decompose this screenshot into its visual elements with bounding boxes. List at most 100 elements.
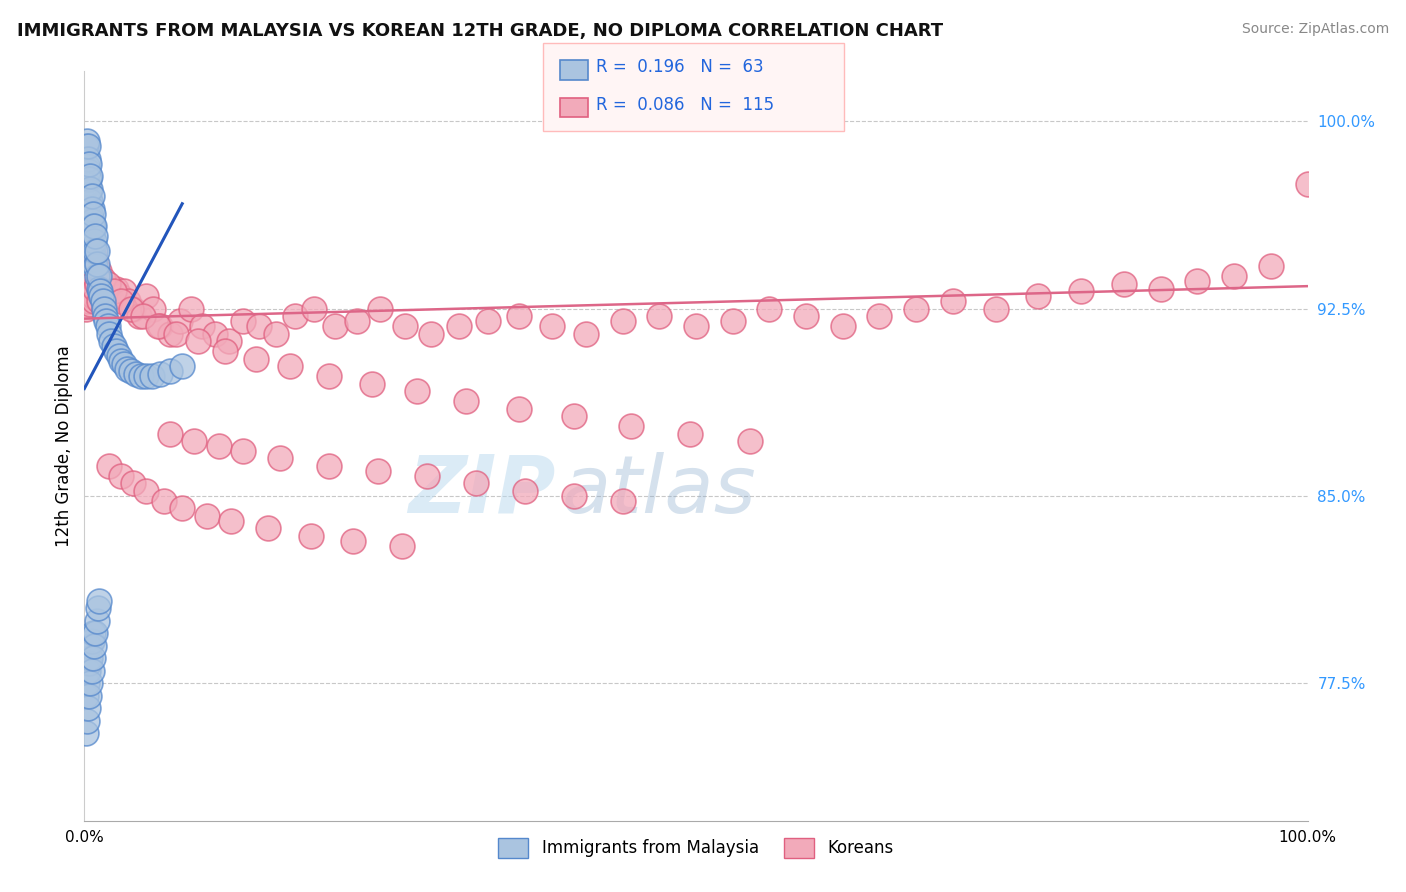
Point [159,364,181,378]
Point [391,539,413,553]
Point [117,294,139,309]
Point [110,294,132,309]
Point [406,384,429,398]
Point [75,301,97,316]
Point [172,501,194,516]
Point [108,289,131,303]
Point [869,309,891,323]
Point [84,252,107,266]
Point [191,319,214,334]
Point [83,639,105,653]
Point [103,339,125,353]
Point [360,376,382,391]
Point [86,277,108,291]
Point [75,177,97,191]
Point [86,244,108,259]
Point [87,282,110,296]
Point [648,309,671,323]
Point [77,701,100,715]
Point [86,269,108,284]
Text: Source: ZipAtlas.com: Source: ZipAtlas.com [1241,22,1389,37]
Point [165,326,187,341]
Point [90,289,112,303]
Point [96,289,118,303]
Point [278,359,301,373]
Point [685,319,707,334]
Point [94,309,117,323]
Point [79,227,101,241]
Point [83,219,105,234]
Point [342,533,364,548]
Point [82,207,104,221]
Point [367,464,389,478]
Point [77,657,100,671]
Point [204,326,226,341]
Point [110,469,132,483]
Point [97,326,120,341]
Point [97,277,120,291]
Point [122,301,145,316]
Point [91,271,114,285]
Point [394,319,416,334]
Point [612,494,634,508]
Point [86,614,108,628]
Point [79,676,101,690]
Point [269,451,291,466]
Point [80,202,103,216]
Point [82,239,104,253]
Point [87,264,110,278]
Point [77,284,100,298]
Point [76,289,98,303]
Point [83,252,105,266]
Point [149,367,172,381]
Point [232,444,254,458]
Point [1260,259,1282,273]
Point [112,357,135,371]
Point [80,227,103,241]
Point [79,207,101,221]
Point [208,439,231,453]
Point [107,349,129,363]
Point [97,458,120,473]
Point [129,369,152,384]
Point [132,309,155,323]
Point [77,189,100,203]
Text: atlas: atlas [561,452,756,530]
Point [93,301,115,316]
Point [721,314,744,328]
Point [77,689,100,703]
Point [82,219,104,234]
Point [508,401,530,416]
Point [105,344,128,359]
Point [75,726,97,740]
Point [905,301,928,316]
Point [89,284,111,298]
Point [214,344,236,359]
Point [232,314,254,328]
Point [77,139,100,153]
Point [82,244,104,259]
Point [77,639,100,653]
Point [105,282,128,296]
Point [77,177,100,191]
Point [115,361,138,376]
Point [86,257,108,271]
Point [77,664,100,678]
Point [79,651,101,665]
Point [464,476,486,491]
Point [562,489,585,503]
Point [77,294,100,309]
Point [84,259,107,273]
Point [299,529,322,543]
Point [84,282,107,296]
Point [284,309,307,323]
Point [153,494,176,508]
Point [318,458,340,473]
Point [82,289,104,303]
Point [79,194,101,209]
Point [100,334,122,348]
Point [77,227,100,241]
Point [218,334,240,348]
Legend: Immigrants from Malaysia, Koreans: Immigrants from Malaysia, Koreans [492,831,900,864]
Point [120,301,142,316]
